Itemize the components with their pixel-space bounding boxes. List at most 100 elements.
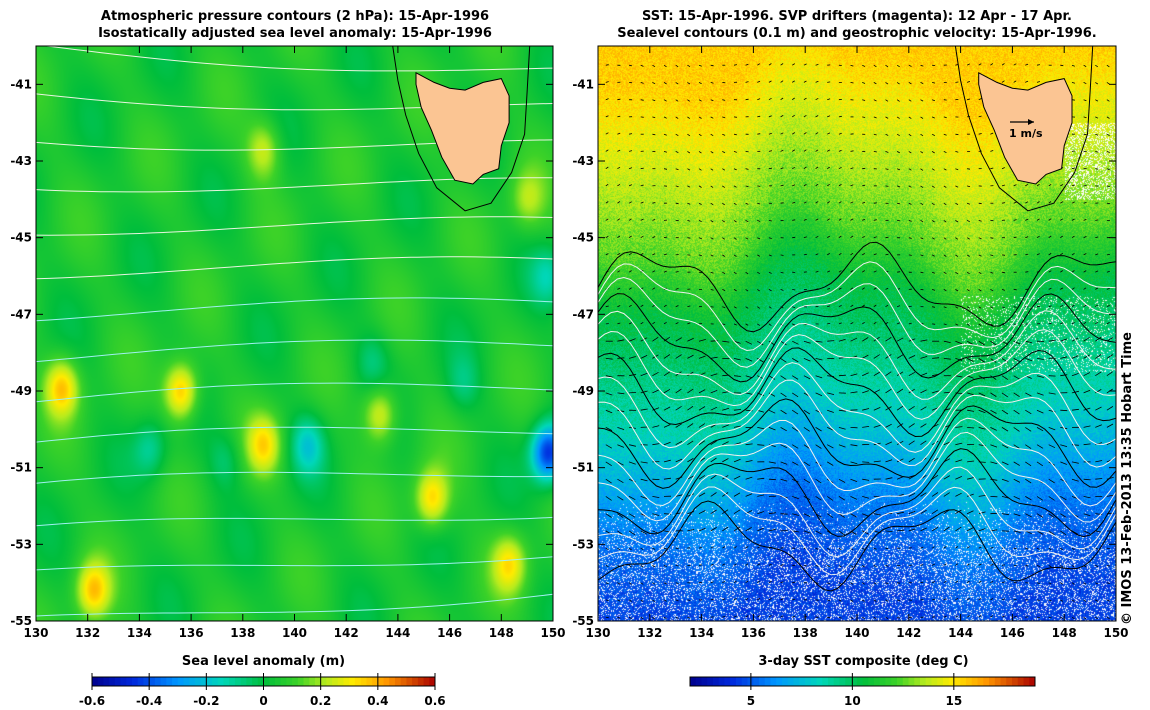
velocity-arrow bbox=[652, 219, 656, 221]
velocity-arrow bbox=[943, 391, 951, 394]
velocity-arrow bbox=[862, 372, 869, 377]
velocity-arrow bbox=[675, 337, 682, 342]
velocity-arrow bbox=[815, 358, 823, 361]
pressure-contour bbox=[36, 471, 553, 484]
left-colorbar-tick-label: -0.6 bbox=[79, 694, 105, 708]
velocity-arrow bbox=[1071, 322, 1075, 325]
velocity-arrow bbox=[687, 237, 691, 239]
velocity-arrow bbox=[710, 546, 714, 549]
velocity-arrow bbox=[1048, 496, 1055, 501]
velocity-arrow bbox=[792, 358, 799, 363]
right-colorbar-segment bbox=[1029, 677, 1036, 686]
velocity-arrow bbox=[710, 373, 718, 377]
velocity-arrow bbox=[966, 185, 971, 188]
velocity-arrow bbox=[1060, 616, 1064, 619]
velocity-arrow bbox=[780, 115, 784, 118]
velocity-arrow bbox=[745, 580, 749, 584]
velocity-arrow bbox=[1001, 358, 1009, 363]
velocity-arrow bbox=[1106, 494, 1114, 497]
velocity-arrow bbox=[850, 201, 854, 204]
right-colorbar-segment bbox=[954, 677, 961, 686]
y-tick-label: -53 bbox=[572, 537, 594, 551]
velocity-arrow bbox=[1095, 151, 1099, 153]
velocity-arrow bbox=[628, 338, 636, 342]
velocity-arrow bbox=[1106, 305, 1110, 308]
velocity-arrow bbox=[768, 340, 775, 346]
velocity-arrow bbox=[687, 493, 694, 497]
copyright-text: © IMOS 13-Feb-2013 13:35 Hobart Time bbox=[1120, 332, 1135, 625]
velocity-arrow bbox=[617, 599, 621, 602]
velocity-arrow bbox=[1083, 321, 1087, 325]
velocity-arrow bbox=[792, 184, 796, 187]
velocity-arrow bbox=[896, 133, 900, 137]
velocity-arrow bbox=[792, 340, 799, 345]
right-colorbar-segment bbox=[879, 677, 886, 686]
right-colorbar-label: 3-day SST composite (deg C) bbox=[758, 654, 969, 669]
velocity-arrow bbox=[943, 254, 947, 257]
velocity-arrow bbox=[605, 375, 613, 378]
velocity-arrow bbox=[663, 116, 667, 119]
velocity-arrow bbox=[1048, 392, 1056, 395]
velocity-arrow bbox=[722, 254, 726, 257]
velocity-arrow bbox=[932, 616, 936, 618]
velocity-arrow bbox=[827, 98, 831, 101]
right-colorbar-segment bbox=[994, 677, 1001, 686]
velocity-arrow bbox=[920, 82, 924, 84]
velocity-arrow bbox=[628, 547, 632, 551]
velocity-arrow bbox=[768, 461, 776, 464]
velocity-arrow bbox=[1001, 598, 1005, 601]
velocity-arrow bbox=[862, 426, 870, 428]
velocity-arrow bbox=[698, 355, 706, 359]
velocity-arrow bbox=[966, 375, 974, 379]
velocity-arrow bbox=[605, 444, 613, 449]
velocity-arrow bbox=[768, 392, 776, 397]
velocity-arrow bbox=[687, 202, 691, 205]
velocity-arrow bbox=[966, 340, 974, 345]
velocity-arrow bbox=[1083, 202, 1087, 204]
velocity-arrow bbox=[931, 254, 935, 257]
velocity-arrow bbox=[885, 304, 889, 308]
right-colorbar-segment bbox=[868, 677, 875, 686]
velocity-arrow bbox=[978, 427, 986, 430]
velocity-arrow bbox=[698, 389, 706, 394]
velocity-arrow bbox=[675, 288, 679, 290]
pressure-contour bbox=[36, 556, 553, 571]
velocity-arrow bbox=[757, 306, 761, 309]
velocity-arrow bbox=[1095, 99, 1099, 102]
velocity-arrow bbox=[908, 220, 912, 222]
velocity-arrow bbox=[896, 440, 904, 446]
velocity-arrow bbox=[1095, 406, 1102, 411]
left-colorbar-label: Sea level anomaly (m) bbox=[181, 654, 346, 669]
velocity-arrow bbox=[815, 582, 819, 584]
left-colorbar-segment bbox=[194, 677, 202, 686]
velocity-arrow bbox=[780, 581, 784, 584]
velocity-arrow bbox=[815, 218, 819, 221]
velocity-arrow bbox=[955, 426, 963, 428]
velocity-arrow bbox=[931, 185, 935, 188]
y-tick-label: -55 bbox=[572, 614, 594, 628]
velocity-arrow bbox=[722, 391, 730, 394]
velocity-arrow bbox=[617, 461, 624, 466]
velocity-arrow bbox=[617, 149, 621, 152]
velocity-arrow bbox=[990, 461, 998, 465]
velocity-arrow bbox=[652, 82, 656, 85]
velocity-arrow bbox=[652, 547, 656, 550]
velocity-arrow bbox=[617, 235, 621, 239]
left-colorbar-segment bbox=[166, 677, 173, 686]
velocity-arrow bbox=[1083, 82, 1087, 85]
velocity-arrow bbox=[733, 220, 737, 223]
velocity-arrow bbox=[605, 599, 609, 602]
velocity-arrow bbox=[780, 513, 788, 515]
velocity-arrow bbox=[605, 496, 612, 501]
right-colorbar-segment bbox=[695, 677, 702, 686]
velocity-arrow bbox=[768, 63, 772, 66]
velocity-arrow bbox=[815, 530, 822, 535]
velocity-arrow bbox=[1013, 427, 1020, 432]
velocity-arrow bbox=[768, 546, 772, 549]
velocity-arrow bbox=[733, 271, 737, 275]
velocity-arrow bbox=[1083, 496, 1091, 499]
velocity-arrow bbox=[1001, 306, 1005, 309]
velocity-arrow bbox=[652, 321, 656, 325]
velocity-arrow bbox=[1013, 530, 1021, 533]
velocity-arrow bbox=[838, 409, 846, 412]
